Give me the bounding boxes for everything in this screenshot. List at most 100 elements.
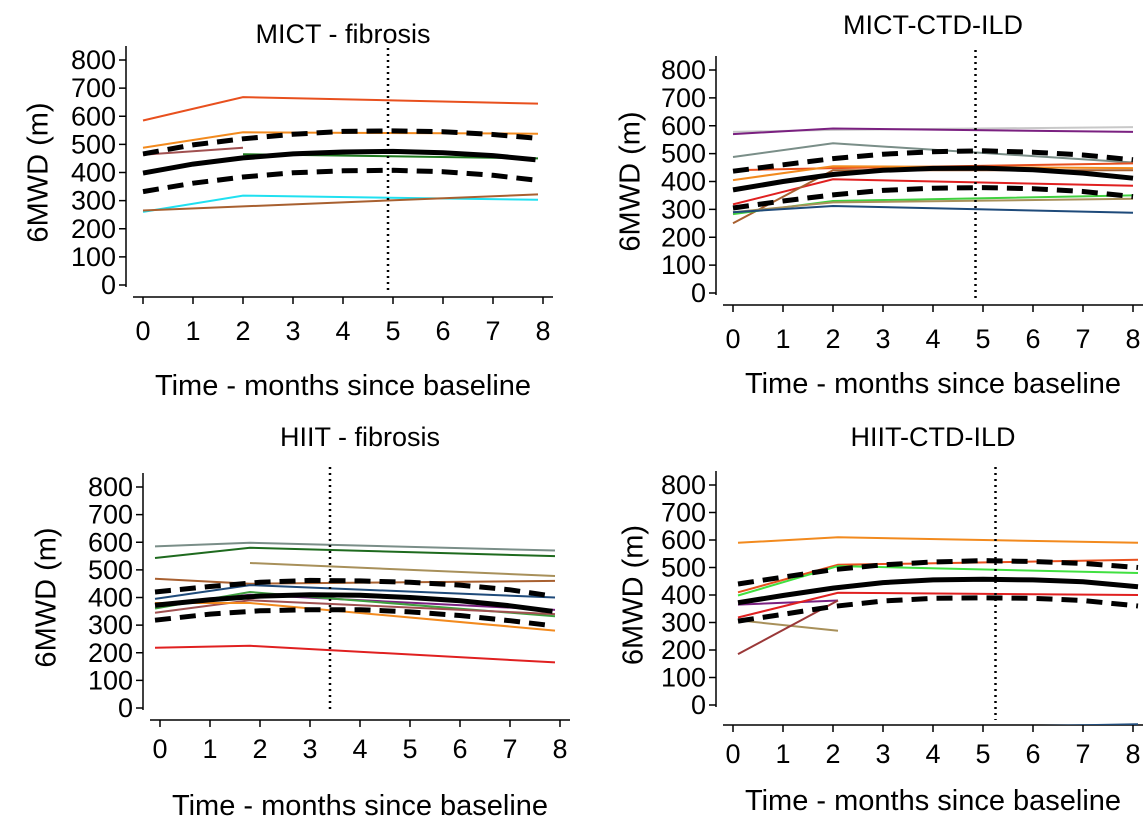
y-tick-label: 700 [661,83,706,113]
x-tick-label: 4 [335,316,350,346]
x-tick-label: 7 [1075,739,1090,769]
individual-series-line [737,619,839,632]
individual-series-line [732,142,1134,164]
y-tick-label: 600 [661,111,706,141]
mean-curve-line [737,576,1139,606]
chart-title: MICT-CTD-ILD [843,10,1023,40]
y-tick-label: 200 [71,214,116,244]
chart-title: HIIT-CTD-ILD [851,422,1016,452]
x-tick-label: 3 [875,739,890,769]
individual-series-line [732,178,1134,206]
x-tick-label: 6 [435,316,450,346]
x-tick-label: 6 [452,734,467,764]
x-tick-label: 4 [352,734,367,764]
y-axis-label: 6MWD (m) [615,111,647,251]
individual-series-line [732,197,1134,214]
series-group [154,541,556,664]
x-tick-label: 5 [385,316,400,346]
x-tick-label: 0 [725,324,740,354]
y-tick-label: 100 [71,242,116,272]
x-tick-label: 7 [1075,324,1090,354]
x-tick-label: 3 [285,316,300,346]
y-tick-label: 600 [71,101,116,131]
individual-series-line [737,591,1139,619]
y-tick-label: 500 [71,129,116,159]
x-tick-label: 4 [925,324,940,354]
individual-series-line [737,536,1139,544]
y-tick-label: 0 [118,693,133,723]
chart-title: MICT - fibrosis [255,19,430,49]
y-tick-label: 300 [661,194,706,224]
x-tick-label: 8 [535,316,550,346]
x-axis-label: Time - months since baseline [172,790,548,821]
y-tick-label: 700 [88,500,133,530]
individual-series-line [732,127,1134,136]
y-tick-label: 400 [71,158,116,188]
x-axis-label: Time - months since baseline [745,368,1121,400]
chart-panel-3: HIIT - fibrosis 6MWD (m) Time - months sin… [31,422,570,821]
ci-upper-line [142,128,536,157]
individual-series-line [142,96,539,122]
y-tick-label: 800 [71,45,116,75]
x-tick-label: 2 [825,739,840,769]
individual-series-line [732,204,1134,214]
individual-series-line [142,131,539,149]
y-tick-label: 800 [88,472,133,502]
y-tick-label: 100 [661,663,706,693]
y-tick-label: 600 [88,527,133,557]
x-tick-label: 0 [152,734,167,764]
x-tick-label: 1 [185,316,200,346]
x-tick-label: 0 [135,316,150,346]
y-tick-label: 100 [661,250,706,280]
y-tick-label: 0 [691,690,706,720]
individual-series-line [142,146,244,156]
x-tick-label: 5 [402,734,417,764]
y-tick-label: 200 [661,222,706,252]
x-tick-label: 5 [975,739,990,769]
series-group [732,126,1134,225]
y-tick-label: 0 [101,270,116,300]
ci-lower-line [737,595,1139,624]
y-tick-label: 0 [691,278,706,308]
x-tick-label: 3 [875,324,890,354]
y-tick-label: 400 [88,583,133,613]
individual-series-line [154,584,556,600]
individual-series-line [142,193,539,212]
y-tick-label: 400 [661,167,706,197]
x-tick-label: 7 [502,734,517,764]
ci-upper-line [154,577,553,599]
ci-upper-line [737,558,1139,587]
y-tick-label: 500 [88,555,133,585]
individual-series-line [142,194,539,213]
y-axis-label: 6MWD (m) [618,525,650,665]
y-tick-label: 700 [71,73,116,103]
ci-upper-line [732,148,1134,174]
individual-series-line [737,565,1139,597]
x-tick-label: 2 [235,316,250,346]
x-tick-label: 2 [825,324,840,354]
x-tick-label: 2 [252,734,267,764]
series-group [737,536,1139,725]
y-tick-label: 700 [661,498,706,528]
y-tick-label: 400 [661,580,706,610]
mean-curve-line [142,148,536,176]
x-tick-label: 8 [552,734,567,764]
x-tick-label: 3 [302,734,317,764]
y-tick-label: 300 [661,608,706,638]
individual-series-line [154,644,556,664]
individual-series-line [249,562,556,577]
ci-lower-line [142,167,536,195]
y-tick-label: 800 [661,470,706,500]
x-tick-label: 6 [1025,739,1040,769]
y-tick-label: 500 [661,553,706,583]
ci-lower-line [154,607,553,629]
ci-lower-line [732,185,1134,211]
y-tick-label: 300 [88,610,133,640]
y-tick-label: 200 [661,635,706,665]
chart-title: HIIT - fibrosis [280,422,440,452]
x-tick-label: 1 [775,324,790,354]
y-tick-label: 100 [88,665,133,695]
x-tick-label: 8 [1125,324,1140,354]
y-tick-label: 300 [71,186,116,216]
x-tick-label: 5 [975,324,990,354]
